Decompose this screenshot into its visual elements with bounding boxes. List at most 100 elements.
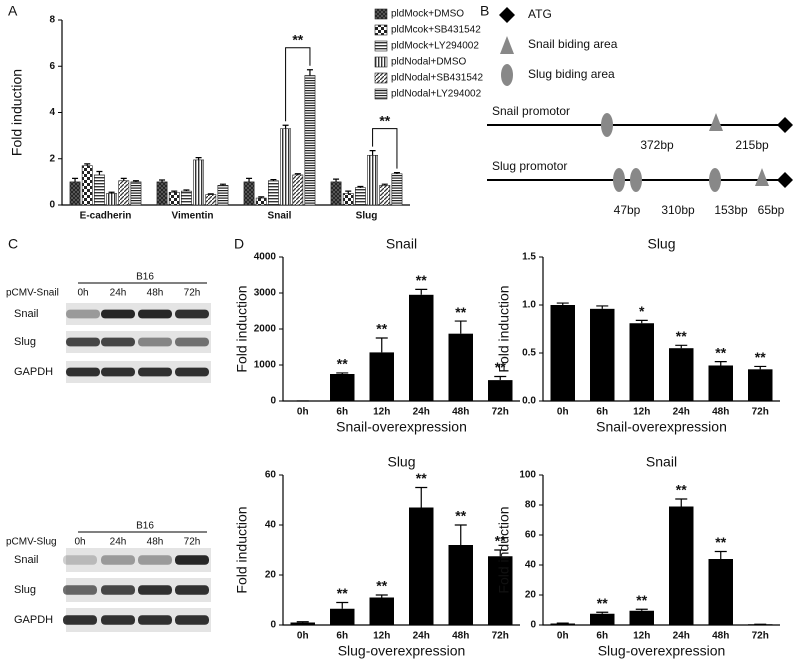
x-axis-label: Slug-overexpression xyxy=(338,643,466,659)
x-tick-label: 24h xyxy=(673,407,690,418)
bar xyxy=(550,305,575,401)
annotation: ** xyxy=(715,344,726,360)
time-label: 0h xyxy=(74,537,85,548)
blot-row-label: GAPDH xyxy=(14,366,53,378)
annotation: ** xyxy=(715,534,726,550)
error-bar xyxy=(296,621,309,623)
error-bar xyxy=(381,183,388,186)
panel-letter: B xyxy=(480,3,489,19)
blot-row-label: GAPDH xyxy=(14,614,53,626)
annotation: ** xyxy=(676,482,687,498)
panel-letter: D xyxy=(234,236,244,252)
cell-line-label: B16 xyxy=(136,521,154,532)
error-bar xyxy=(675,498,688,507)
bar xyxy=(267,180,279,206)
annotation: ** xyxy=(337,356,348,372)
y-tick-label: 0.0 xyxy=(522,396,536,407)
x-tick-label: 24h xyxy=(413,407,430,418)
legend-swatch xyxy=(374,72,388,84)
bar xyxy=(81,165,93,206)
x-tick-label: 24h xyxy=(413,631,430,642)
x-tick-label: 0h xyxy=(557,407,569,418)
bar xyxy=(391,173,403,206)
bar xyxy=(354,187,366,206)
blot-band xyxy=(66,337,100,347)
x-axis-label: Snail-overexpression xyxy=(336,419,467,435)
y-axis-label: Fold induction xyxy=(496,506,512,593)
error-bar xyxy=(72,177,79,182)
x-tick-label: 6h xyxy=(336,631,348,642)
error-bar xyxy=(336,601,349,609)
bar xyxy=(69,181,81,206)
y-tick-label: 1.0 xyxy=(522,300,536,311)
y-tick-label: 60 xyxy=(525,530,537,541)
annotation: ** xyxy=(292,31,303,47)
blot-band xyxy=(138,337,172,347)
y-tick-label: 20 xyxy=(265,570,277,581)
bar xyxy=(669,506,694,625)
y-tick-label: 3000 xyxy=(254,288,277,299)
snail-site-icon xyxy=(500,36,514,54)
error-bar xyxy=(336,372,349,374)
x-tick-label: 0h xyxy=(557,631,569,642)
legend-label: ATG xyxy=(528,7,552,21)
annotation: ** xyxy=(597,595,608,611)
y-axis-label: Fold induction xyxy=(496,285,512,372)
error-bar xyxy=(635,608,648,611)
y-tick-label: 40 xyxy=(265,520,277,531)
panel-letter: A xyxy=(8,3,18,19)
bar xyxy=(379,185,391,206)
legend-label: pldNodal+DMSO xyxy=(391,57,467,68)
blot-band xyxy=(138,309,172,319)
x-axis-label: Snail-overexpression xyxy=(596,419,727,435)
error-bar xyxy=(415,486,428,508)
x-tick-label: 48h xyxy=(712,407,729,418)
cell-line-label: B16 xyxy=(136,272,154,283)
x-tick-label: 72h xyxy=(752,631,769,642)
error-bar xyxy=(596,611,609,614)
bar xyxy=(290,622,315,625)
error-bar xyxy=(494,375,507,381)
time-label: 24h xyxy=(110,288,127,299)
error-bar xyxy=(556,302,569,305)
chart-title: Snail xyxy=(646,454,677,470)
bar xyxy=(168,191,180,206)
error-bar xyxy=(333,178,340,182)
bar xyxy=(292,174,304,206)
bar xyxy=(205,194,217,206)
error-bar xyxy=(415,288,428,295)
error-bar xyxy=(635,319,648,324)
blot-band xyxy=(175,337,209,347)
bar xyxy=(330,181,342,206)
x-tick-label: 12h xyxy=(633,407,650,418)
blot-strip xyxy=(66,331,211,353)
bar xyxy=(180,190,192,206)
annotation: ** xyxy=(416,470,427,486)
significance-bracket xyxy=(372,128,398,169)
distance-label: 215bp xyxy=(735,138,769,152)
blot-band xyxy=(101,555,135,565)
bar xyxy=(93,174,105,206)
x-tick-label: 0h xyxy=(297,631,309,642)
error-bar xyxy=(345,190,352,194)
chart-title: Slug xyxy=(387,454,415,470)
distance-label: 65bp xyxy=(758,203,785,217)
x-tick-label: 12h xyxy=(633,631,650,642)
legend-label: Slug biding area xyxy=(528,67,615,81)
blot-band xyxy=(101,585,135,595)
bar xyxy=(590,613,615,625)
blot-band xyxy=(175,555,209,565)
error-bar xyxy=(219,183,226,186)
error-bar xyxy=(270,178,277,181)
blot-band xyxy=(66,309,100,319)
x-axis-label: Slug-overexpression xyxy=(598,643,726,659)
blot-band xyxy=(138,367,172,377)
annotation: ** xyxy=(755,349,766,365)
x-tick-label: 6h xyxy=(596,631,608,642)
bar xyxy=(488,380,513,401)
legend-label: pldMcok+SB431542 xyxy=(391,25,481,36)
time-label: 24h xyxy=(110,537,127,548)
error-bar xyxy=(754,365,767,370)
y-tick-label: 4 xyxy=(49,107,55,118)
